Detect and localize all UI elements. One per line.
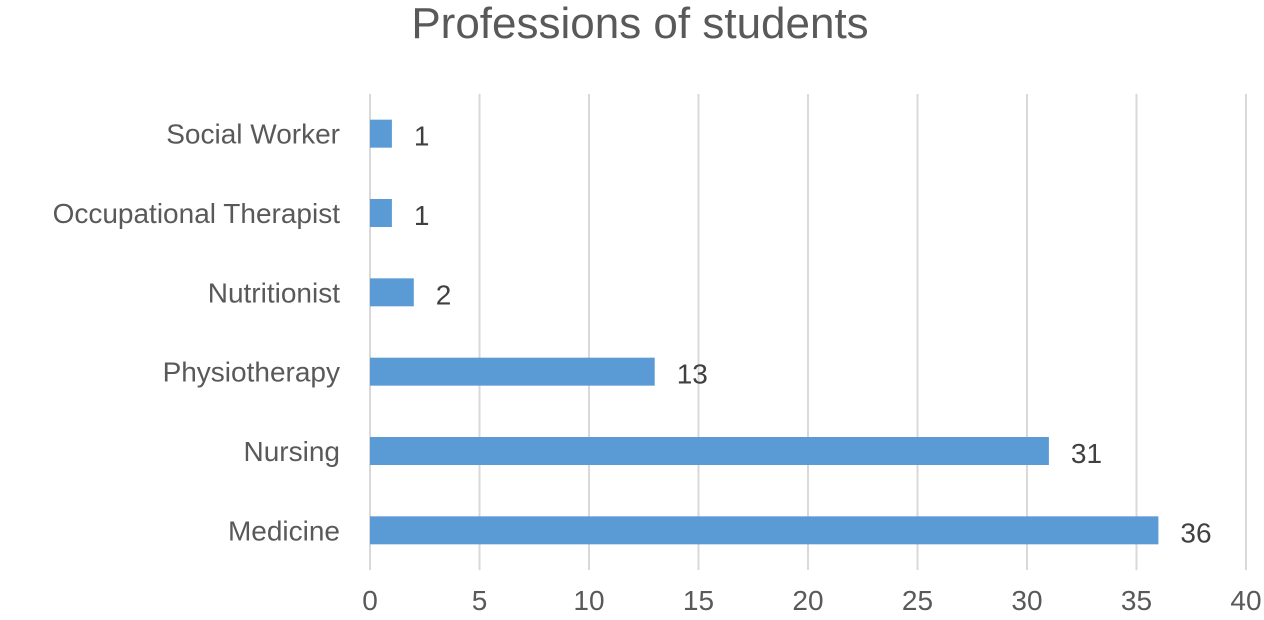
x-tick-label: 5 (472, 585, 488, 616)
bar (370, 119, 392, 148)
category-labels: Social Worker Occupational Therapist Nutri… (53, 119, 341, 547)
bars (370, 119, 1159, 545)
data-label: 1 (414, 121, 430, 152)
bar (370, 437, 1049, 465)
x-tick-label: 15 (683, 585, 714, 616)
x-tick-label: 20 (792, 585, 823, 616)
bar (370, 278, 414, 307)
category-label: Physiotherapy (163, 357, 340, 388)
gridlines (369, 94, 1247, 570)
data-labels: 1 1 2 13 31 36 (414, 121, 1212, 549)
chart-title: Professions of students (411, 0, 868, 48)
data-label: 31 (1071, 438, 1102, 469)
category-label: Medicine (228, 515, 340, 546)
category-label: Nursing (244, 436, 340, 467)
bar (370, 357, 655, 386)
x-tick-label: 25 (902, 585, 933, 616)
bar (370, 516, 1159, 545)
category-label: Social Worker (166, 119, 340, 150)
x-tick-label: 30 (1011, 585, 1042, 616)
category-label: Nutritionist (208, 277, 340, 308)
data-label: 1 (414, 200, 430, 231)
x-tick-label: 10 (573, 585, 604, 616)
data-label: 13 (677, 359, 708, 390)
category-label: Occupational Therapist (53, 198, 341, 229)
x-tick-label: 35 (1121, 585, 1152, 616)
x-axis-tick-labels: 0 5 10 15 20 25 30 35 40 (362, 585, 1261, 616)
x-tick-label: 40 (1230, 585, 1261, 616)
bar (370, 199, 392, 227)
x-tick-label: 0 (362, 585, 378, 616)
data-label: 36 (1180, 517, 1211, 548)
data-label: 2 (436, 279, 452, 310)
